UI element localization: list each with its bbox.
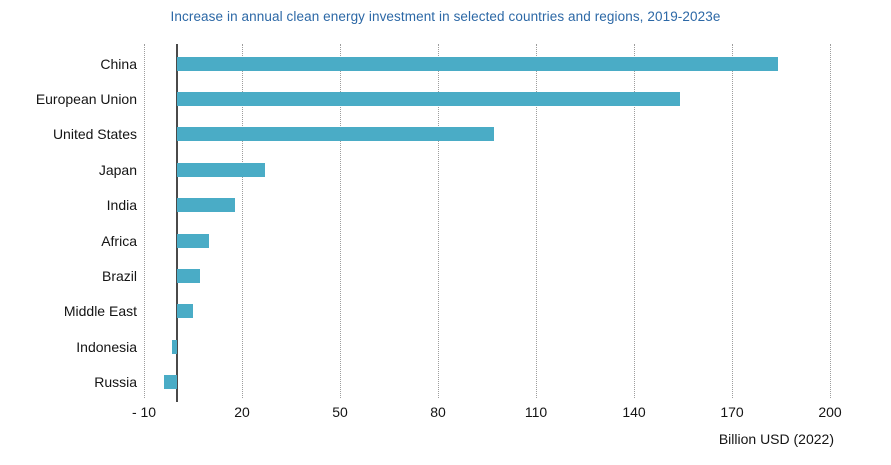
x-tick-label: - 10 xyxy=(131,404,157,420)
bar-russia xyxy=(163,375,177,390)
bar-japan xyxy=(176,162,265,177)
gridline xyxy=(437,44,439,398)
bar-european-union xyxy=(176,91,680,106)
zero-axis-line xyxy=(175,44,178,402)
x-tick-label: 50 xyxy=(332,404,348,420)
gridline xyxy=(731,44,733,398)
gridline xyxy=(633,44,635,398)
y-axis-label: United States xyxy=(52,126,137,143)
bar-china xyxy=(176,56,778,71)
bar-india xyxy=(176,198,236,213)
y-axis-label: Indonesia xyxy=(76,338,137,355)
y-axis-label: European Union xyxy=(35,90,137,107)
x-tick-label: 110 xyxy=(524,404,548,420)
x-tick-label: 200 xyxy=(818,404,842,420)
gridline xyxy=(143,44,145,398)
y-axis-label: Japan xyxy=(98,161,137,178)
x-axis-label: Billion USD (2022) xyxy=(718,431,834,447)
x-tick-label: 80 xyxy=(430,404,446,420)
gridline xyxy=(829,44,831,398)
y-axis-label: China xyxy=(100,55,137,72)
chart-title: Increase in annual clean energy investme… xyxy=(170,9,721,24)
y-axis-label: Brazil xyxy=(101,267,137,284)
bar-united-states xyxy=(176,127,494,142)
bar-indonesia xyxy=(171,339,177,354)
x-tick-label: 140 xyxy=(622,404,646,420)
gridline xyxy=(339,44,341,398)
y-axis-label: India xyxy=(106,197,137,214)
gridline xyxy=(241,44,243,398)
x-tick-label: 20 xyxy=(234,404,250,420)
x-tick-label: 170 xyxy=(720,404,744,420)
gridline xyxy=(535,44,537,398)
bar-middle-east xyxy=(176,304,193,319)
y-axis-label: Africa xyxy=(101,232,137,249)
bar-brazil xyxy=(176,268,200,283)
y-axis-label: Russia xyxy=(94,374,137,391)
y-axis-label: Middle East xyxy=(63,303,137,320)
bar-africa xyxy=(176,233,210,248)
